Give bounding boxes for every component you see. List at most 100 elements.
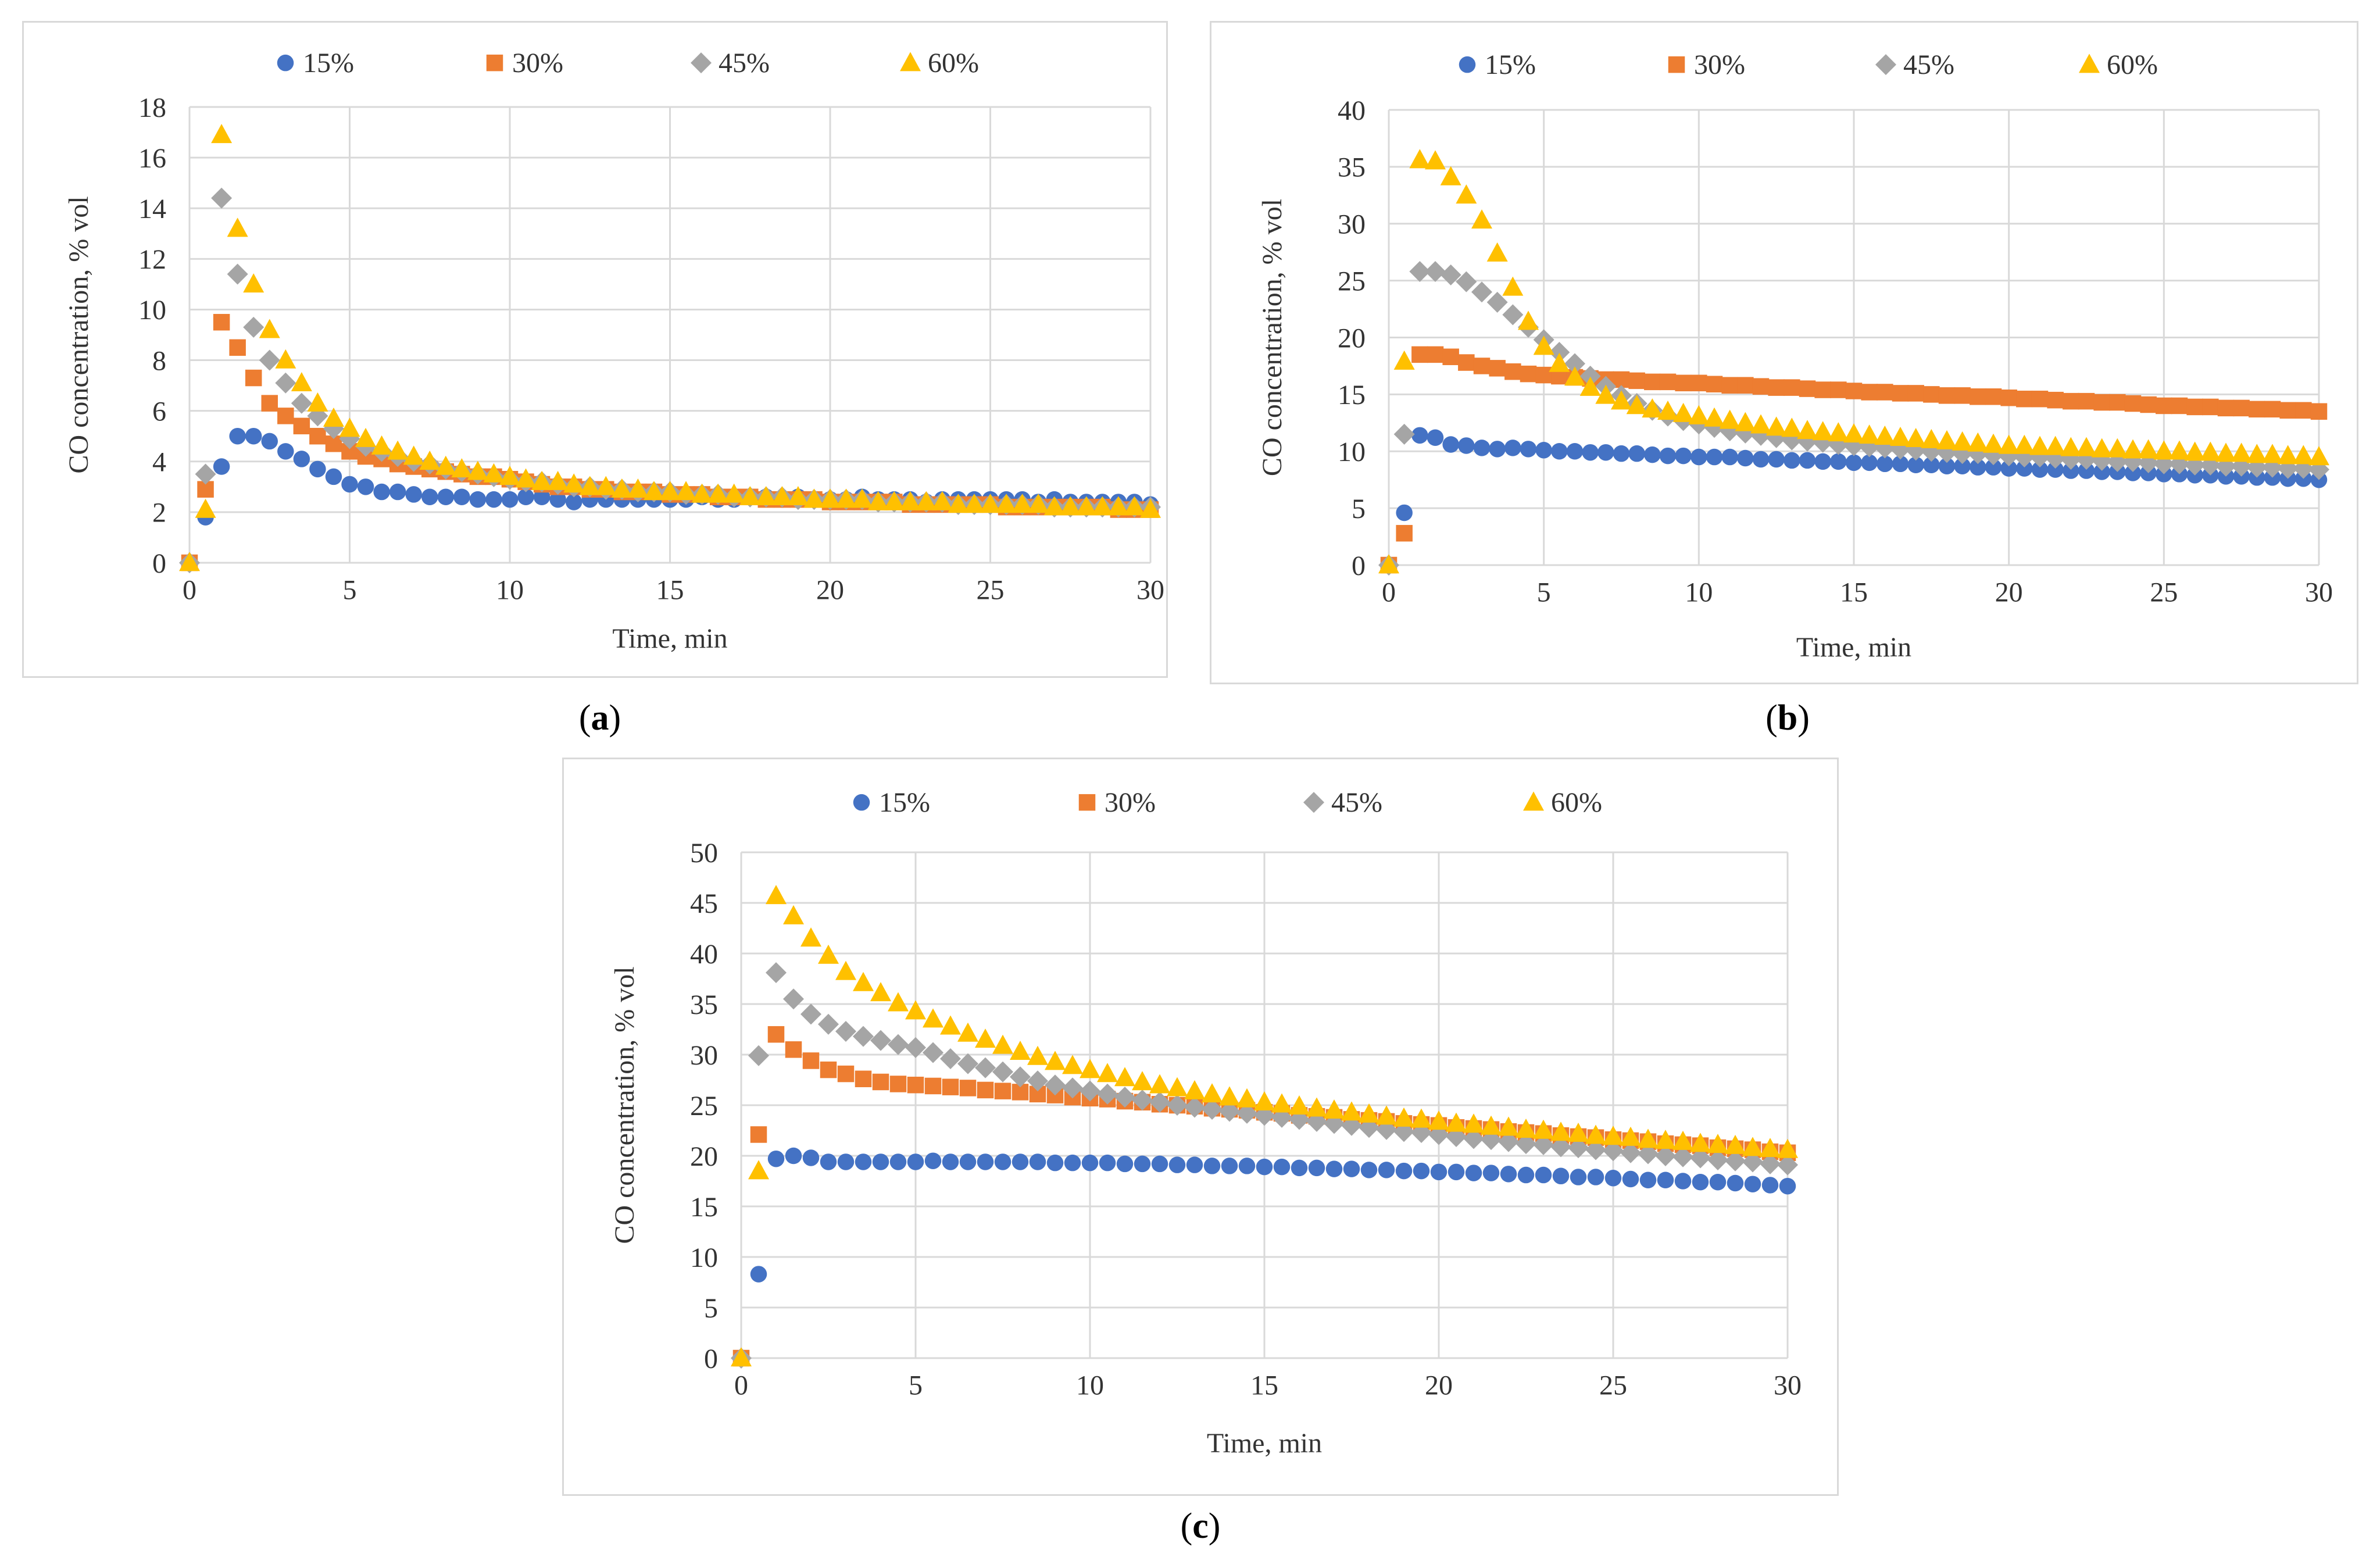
y-tick-label: 0 — [704, 1344, 718, 1374]
legend-marker-icon — [900, 52, 921, 72]
data-point — [1877, 455, 1893, 473]
data-point — [1692, 1173, 1709, 1191]
legend-label: 60% — [1551, 787, 1602, 818]
data-point — [1644, 446, 1661, 463]
data-point — [1395, 1162, 1413, 1180]
data-point — [1046, 1154, 1064, 1171]
data-point — [2047, 391, 2064, 409]
data-point — [1777, 1138, 1798, 1158]
x-tick-label: 15 — [1840, 577, 1868, 608]
data-point — [627, 478, 649, 498]
data-point — [907, 1076, 924, 1094]
data-point — [2233, 399, 2250, 417]
data-point — [1502, 304, 1524, 326]
data-point — [818, 1013, 839, 1035]
data-point — [1504, 363, 1521, 380]
caption-b: (b) — [1765, 698, 1810, 738]
data-point — [867, 491, 889, 510]
data-point — [748, 1045, 769, 1066]
data-point — [1486, 291, 1508, 313]
data-point — [1448, 1163, 1465, 1181]
chart-a-svg: 0 2 4 6 8 10 12 14 16 18 0 5 10 15 20 25 30 Time, min CO c… — [63, 48, 1164, 654]
data-point — [1236, 1102, 1257, 1124]
data-point — [1393, 1107, 1414, 1127]
data-point — [1236, 1088, 1257, 1108]
data-point — [1132, 1090, 1153, 1111]
data-point — [767, 1150, 785, 1167]
data-point — [2045, 435, 2066, 455]
data-point — [1750, 414, 1771, 434]
data-point — [485, 491, 502, 508]
data-point — [1393, 423, 1415, 445]
data-point — [1566, 443, 1584, 460]
data-point — [1672, 1130, 1693, 1150]
data-point — [211, 187, 233, 209]
data-point — [820, 1061, 837, 1078]
data-point — [1520, 441, 1537, 458]
y-tick-label: 50 — [690, 838, 718, 869]
data-point — [1107, 496, 1129, 516]
data-point — [563, 473, 585, 493]
data-point — [1099, 1154, 1116, 1171]
x-tick-label: 25 — [2150, 577, 2178, 608]
data-point — [994, 1083, 1012, 1099]
data-point — [1674, 1173, 1692, 1190]
data-point — [1549, 341, 1570, 363]
data-point — [1360, 1162, 1378, 1178]
data-point — [1456, 271, 1477, 292]
data-point — [1500, 1166, 1517, 1183]
data-point — [1985, 459, 2002, 476]
data-point — [565, 494, 582, 510]
data-point — [1967, 432, 1989, 452]
data-point — [1486, 242, 1508, 262]
data-point — [1628, 372, 1645, 390]
x-tick-label: 0 — [183, 574, 196, 605]
data-point — [195, 498, 216, 518]
data-point — [818, 944, 839, 964]
data-point — [1923, 456, 1940, 473]
data-point — [2169, 440, 2190, 460]
data-point — [1140, 498, 1161, 518]
data-point — [1010, 1041, 1031, 1060]
data-point — [1027, 1070, 1048, 1092]
data-point — [771, 486, 793, 506]
data-point — [213, 458, 230, 475]
data-point — [1202, 1098, 1223, 1120]
data-point — [1062, 1077, 1083, 1099]
data-point — [1768, 451, 1785, 468]
data-point — [1727, 1174, 1744, 1192]
data-point — [1409, 149, 1431, 169]
data-point — [1620, 1142, 1641, 1163]
data-point — [800, 1003, 821, 1025]
y-axis-title: CO concentration, % vol — [1257, 199, 1288, 476]
data-point — [355, 427, 377, 447]
data-point — [515, 468, 537, 488]
data-point — [1549, 352, 1570, 372]
data-point — [245, 369, 262, 387]
data-point — [1325, 1160, 1343, 1177]
data-point — [1570, 1169, 1587, 1185]
data-point — [889, 1153, 907, 1170]
data-point — [1254, 1091, 1275, 1111]
data-point — [1012, 1153, 1029, 1170]
data-point — [1167, 1077, 1188, 1096]
data-point — [1874, 426, 1896, 445]
data-point — [2215, 442, 2236, 462]
data-point — [923, 1008, 943, 1028]
data-point — [259, 319, 280, 338]
data-point — [2202, 398, 2219, 416]
data-point — [1675, 447, 1692, 465]
data-point — [275, 372, 296, 394]
data-point — [1970, 459, 1986, 476]
data-point — [905, 1037, 926, 1058]
data-point — [453, 488, 470, 506]
data-point — [531, 470, 553, 490]
data-point — [942, 1078, 959, 1095]
data-point — [1639, 1171, 1657, 1189]
data-point — [1603, 1140, 1624, 1162]
data-point — [977, 1081, 994, 1099]
y-tick-label: 10 — [138, 295, 166, 326]
data-point — [1273, 1158, 1291, 1176]
data-point — [750, 1266, 767, 1283]
data-point — [2063, 392, 2079, 410]
